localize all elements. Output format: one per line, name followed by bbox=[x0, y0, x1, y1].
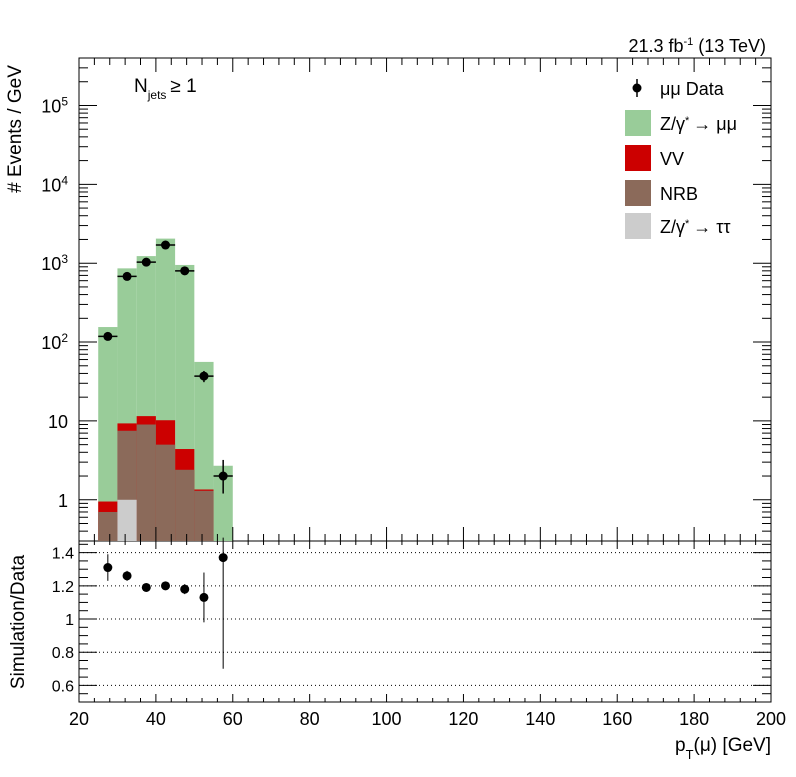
data-point bbox=[218, 471, 228, 481]
legend-entry-ztautau: Z/γ* → ττ bbox=[625, 213, 731, 239]
ratio-point bbox=[161, 581, 170, 591]
ratio-point bbox=[103, 563, 113, 573]
x-tick-label: 160 bbox=[602, 709, 632, 729]
bar-z--bin-1 bbox=[117, 499, 137, 541]
x-tick-label: 40 bbox=[146, 709, 166, 729]
legend-swatch-vv bbox=[625, 145, 651, 171]
selection-label: Njets ≥ 1 bbox=[134, 76, 197, 102]
ratio-y-tick-label: 0.8 bbox=[52, 645, 74, 662]
main-y-tick-label: 104 bbox=[41, 173, 68, 195]
x-tick-label: 60 bbox=[223, 709, 243, 729]
legend-entry-nrb: NRB bbox=[625, 180, 698, 206]
ratio-y-tick-label: 0.6 bbox=[52, 678, 74, 695]
ratio-y-tick-label: 1 bbox=[65, 612, 74, 629]
x-axis-title: pT(μ) [GeV] bbox=[675, 735, 771, 762]
data-point bbox=[103, 331, 113, 341]
legend-swatch-nrb bbox=[625, 180, 651, 206]
data-points-layer bbox=[98, 240, 233, 494]
main-y-tick-label: 1 bbox=[58, 491, 68, 511]
ratio-grid: 0.6 0.8 1 1.2 1.4 bbox=[52, 543, 771, 703]
legend-label-data: μμ Data bbox=[660, 79, 725, 99]
legend-label-ztautau: Z/γ* → ττ bbox=[660, 217, 731, 237]
ratio-points-layer bbox=[103, 537, 228, 669]
legend-entry-data: μμ Data bbox=[632, 79, 725, 99]
x-tick-label: 180 bbox=[679, 709, 709, 729]
bar-nrb-bin-3 bbox=[155, 444, 176, 541]
main-y-ticks: 1 10 102 103 104 105 bbox=[41, 57, 771, 542]
data-point bbox=[141, 257, 151, 267]
x-ticks: 20 40 60 80 100 120 140 160 180 200 bbox=[69, 58, 786, 729]
stack-layer bbox=[98, 238, 233, 541]
legend-label-vv: VV bbox=[660, 149, 684, 169]
ratio-point bbox=[141, 582, 151, 592]
x-tick-label: 100 bbox=[372, 709, 402, 729]
legend: μμ Data Z/γ* → μμ VV NRB Z/γ* → ττ bbox=[625, 79, 737, 239]
ratio-point bbox=[122, 571, 132, 581]
bar-nrb-bin-5 bbox=[194, 490, 214, 541]
main-y-tick-label: 103 bbox=[41, 252, 68, 274]
ratio-point bbox=[199, 592, 209, 602]
x-tick-label: 20 bbox=[69, 709, 89, 729]
ratio-y-axis-title: Simulation/Data bbox=[8, 555, 29, 690]
main-y-tick-label: 102 bbox=[41, 331, 68, 353]
ratio-point bbox=[180, 584, 190, 594]
main-y-tick-label: 105 bbox=[41, 94, 68, 116]
legend-label-nrb: NRB bbox=[660, 184, 698, 204]
bar-z--bin-6 bbox=[213, 465, 233, 541]
legend-swatch-zmumu bbox=[625, 110, 651, 136]
x-tick-label: 80 bbox=[300, 709, 320, 729]
legend-entry-vv: VV bbox=[625, 145, 684, 171]
bar-nrb-bin-2 bbox=[136, 424, 156, 541]
x-tick-label: 120 bbox=[448, 709, 478, 729]
main-y-axis-title: # Events / GeV bbox=[5, 65, 26, 193]
legend-entry-zmumu: Z/γ* → μμ bbox=[625, 110, 737, 136]
bar-nrb-bin-4 bbox=[175, 469, 195, 541]
ratio-point bbox=[218, 553, 228, 563]
legend-swatch-ztautau bbox=[625, 213, 651, 239]
legend-label-zmumu: Z/γ* → μμ bbox=[660, 114, 737, 134]
data-point bbox=[161, 240, 170, 250]
bar-z--bin-0 bbox=[98, 327, 118, 541]
ratio-y-tick-label: 1.4 bbox=[52, 546, 74, 563]
x-tick-label: 200 bbox=[756, 709, 786, 729]
luminosity-label: 21.3 fb-1 (13 TeV) bbox=[628, 36, 766, 56]
x-tick-label: 140 bbox=[525, 709, 555, 729]
data-point bbox=[122, 271, 132, 281]
ratio-y-tick-label: 1.2 bbox=[52, 579, 74, 596]
legend-data-marker bbox=[632, 83, 642, 93]
bar-nrb-bin-0 bbox=[98, 511, 118, 541]
main-y-tick-label: 10 bbox=[48, 412, 68, 432]
data-point bbox=[180, 266, 190, 276]
data-point bbox=[199, 371, 209, 381]
ratio-frame bbox=[78, 540, 772, 703]
